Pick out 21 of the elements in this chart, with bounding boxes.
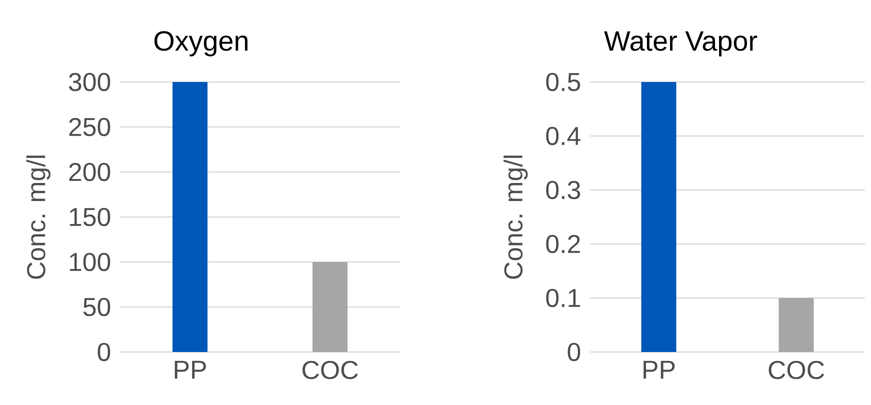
x-tick-label: PP: [174, 360, 206, 379]
y-tick-label: 200: [69, 162, 110, 182]
x-tick-label: COC: [302, 360, 358, 380]
y-tick-label: 0: [568, 342, 580, 362]
chart-title: Water Vapor: [604, 31, 758, 56]
y-axis-title: Conc. mg/l: [26, 156, 50, 279]
y-tick-label: 0: [98, 342, 110, 362]
y-tick-label: 100: [70, 252, 110, 272]
y-tick-label: 250: [69, 118, 110, 136]
y-tick-label: 50: [83, 298, 110, 316]
y-tick-label: 0.2: [546, 234, 580, 254]
x-tick-label: PP: [644, 360, 675, 379]
y-tick-label: 0.4: [546, 126, 580, 146]
y-tick-label: 150: [70, 208, 110, 226]
y-tick-label: 300: [68, 72, 110, 92]
y-tick-label: 0.5: [546, 72, 580, 92]
y-axis-title: Conc. mg/l: [504, 156, 528, 279]
chart-title: Oxygen: [154, 31, 248, 56]
x-tick-label: COC: [768, 360, 824, 380]
y-tick-label: 0.3: [546, 180, 580, 200]
y-tick-label: 0.1: [546, 288, 580, 308]
